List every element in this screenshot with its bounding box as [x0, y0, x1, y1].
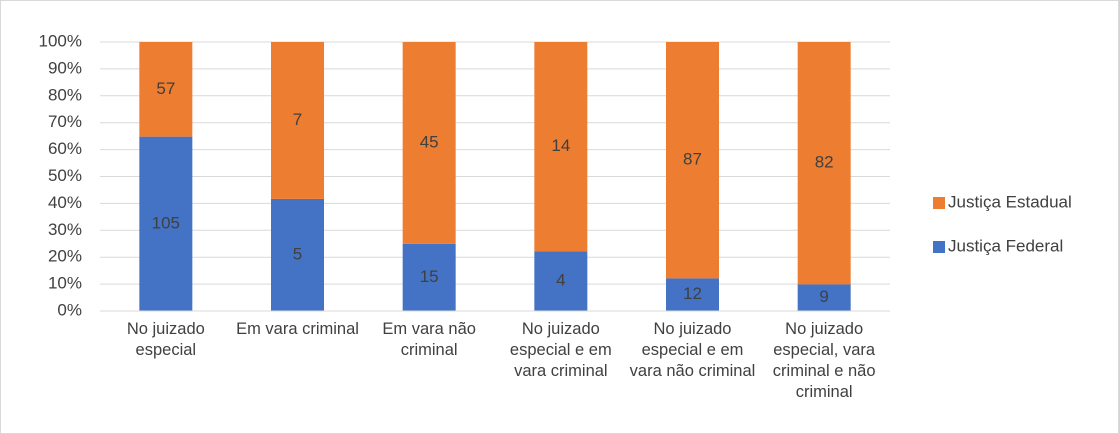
bar-segment — [139, 42, 193, 137]
bar-segment — [534, 42, 588, 252]
data-label: 7 — [293, 110, 302, 129]
bar-segment — [797, 284, 851, 311]
data-label: 4 — [556, 271, 565, 290]
data-label: 12 — [683, 284, 702, 303]
bar-segment — [402, 42, 456, 244]
y-tick-label: 30% — [48, 220, 82, 239]
y-tick-label: 40% — [48, 193, 82, 212]
y-tick-label: 20% — [48, 247, 82, 266]
x-tick-label: No juizado especial — [126, 320, 205, 359]
y-tick-label: 70% — [48, 112, 82, 131]
data-label: 82 — [815, 153, 834, 172]
y-tick-label: 100% — [39, 31, 82, 50]
bar-segment — [534, 251, 588, 311]
bar-segment — [402, 243, 456, 311]
y-tick-label: 80% — [48, 85, 82, 104]
x-tick-label: No juizado especial e em vara criminal — [509, 320, 612, 380]
data-label: 14 — [551, 136, 570, 155]
x-tick-label: Em vara não criminal — [382, 320, 476, 359]
bar-segment — [139, 136, 193, 311]
y-tick-label: 60% — [48, 139, 82, 158]
data-label: 105 — [152, 213, 180, 232]
bar-segment — [271, 198, 324, 311]
data-label: 87 — [683, 150, 702, 169]
bar-segment — [666, 278, 719, 311]
data-label: 5 — [293, 244, 302, 263]
data-label: 45 — [420, 132, 439, 151]
bar-segment — [797, 42, 851, 285]
legend-swatch — [933, 197, 945, 209]
legend-label: Justiça Estadual — [948, 192, 1072, 211]
y-tick-label: 0% — [57, 300, 82, 319]
bar-segment — [271, 42, 324, 199]
x-tick-label: No juizado especial, vara criminal e não… — [772, 320, 876, 401]
y-tick-label: 90% — [48, 58, 82, 77]
x-tick-label: Em vara criminal — [236, 320, 359, 338]
data-label: 15 — [420, 267, 439, 286]
y-tick-label: 50% — [48, 166, 82, 185]
x-tick-label: No juizado especial e em vara não crimin… — [629, 320, 756, 380]
y-tick-label: 10% — [48, 274, 82, 293]
data-label: 57 — [156, 79, 175, 98]
legend-label: Justiça Federal — [948, 236, 1063, 255]
legend-swatch — [933, 241, 945, 253]
bar-segment — [666, 42, 719, 279]
data-label: 9 — [819, 287, 828, 306]
